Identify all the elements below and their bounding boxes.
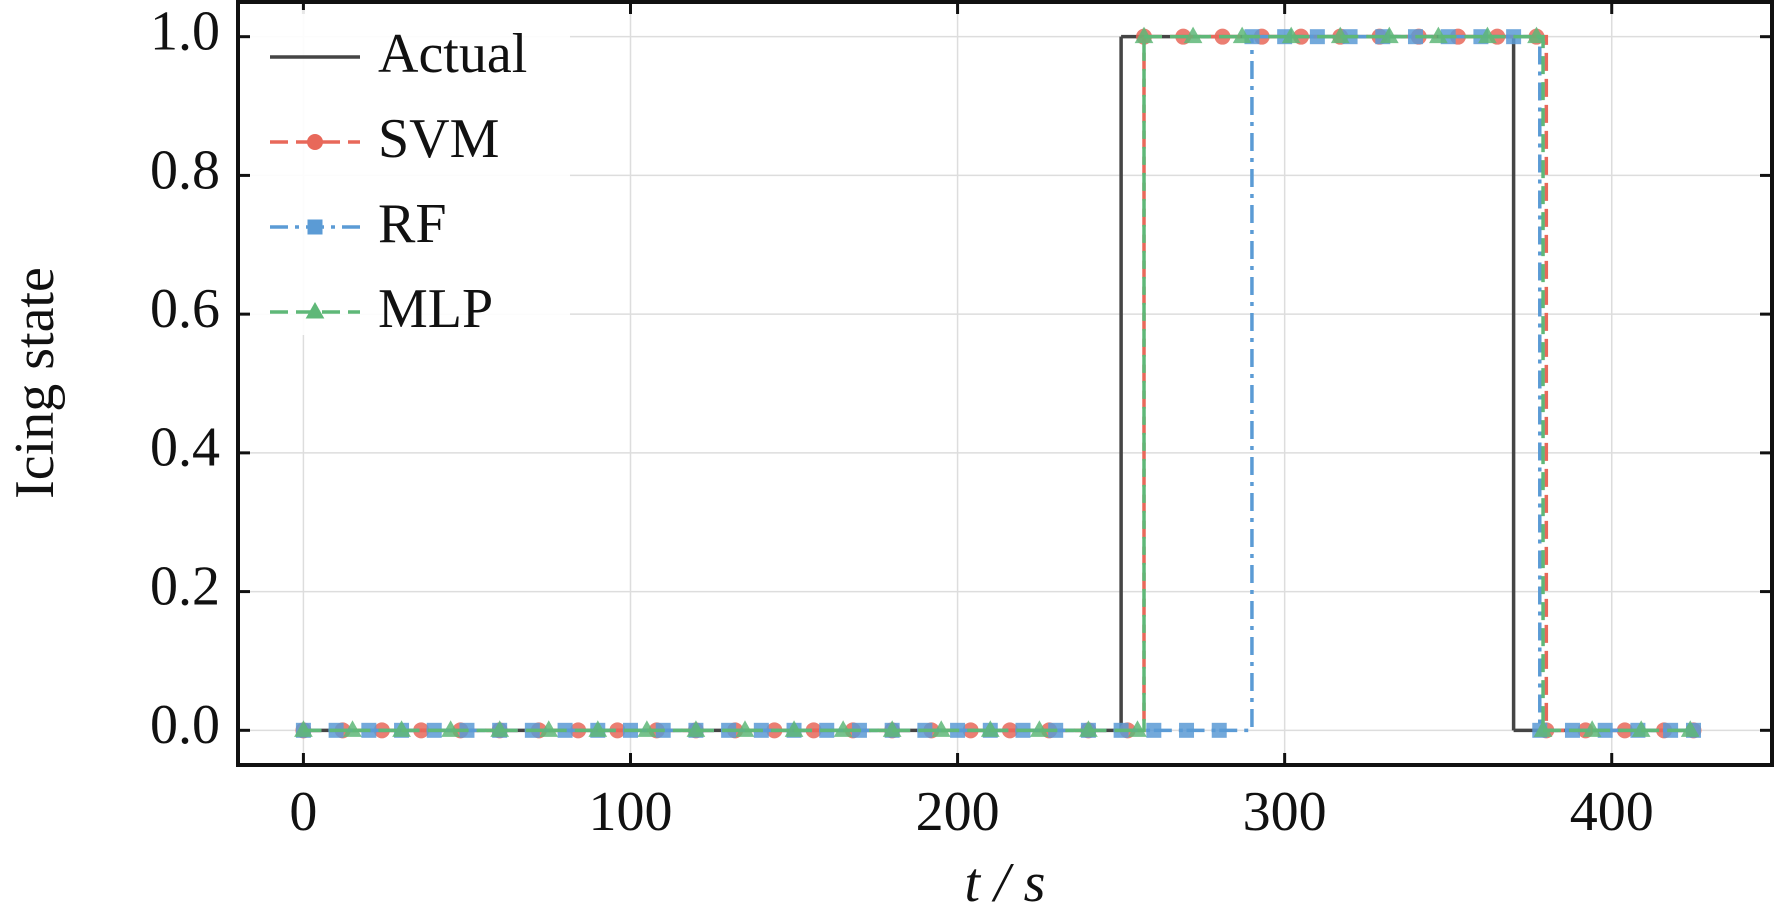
y-tick-label: 0.2 xyxy=(150,555,220,617)
marker xyxy=(1232,26,1252,44)
marker xyxy=(784,720,804,737)
x-tick-label: 100 xyxy=(588,781,672,843)
legend-label: RF xyxy=(378,193,447,255)
x-tick-label: 200 xyxy=(916,781,1000,843)
legend-label: Actual xyxy=(378,23,527,85)
marker xyxy=(294,720,313,737)
step-segment xyxy=(1219,36,1254,733)
marker xyxy=(1330,26,1350,44)
marker xyxy=(833,720,853,737)
marker xyxy=(539,720,559,737)
marker xyxy=(1128,720,1147,737)
legend-label: SVM xyxy=(378,108,499,170)
x-tick-label: 400 xyxy=(1570,781,1654,843)
marker xyxy=(490,720,510,737)
y-axis-label: Icing state xyxy=(4,267,66,499)
marker xyxy=(588,720,608,737)
y-tick-label: 0.6 xyxy=(150,278,220,340)
marker xyxy=(882,720,902,737)
marker xyxy=(1680,720,1700,737)
legend-box xyxy=(250,10,570,335)
marker xyxy=(637,720,657,737)
marker xyxy=(980,720,1000,737)
marker xyxy=(1211,722,1227,738)
marker xyxy=(1281,26,1301,44)
marker xyxy=(1478,26,1497,44)
plot-frame xyxy=(236,0,1774,767)
step-segment xyxy=(1513,34,1542,731)
marker xyxy=(1429,26,1448,44)
y-tick-label: 0.8 xyxy=(150,139,220,201)
marker xyxy=(1079,720,1098,737)
series xyxy=(294,26,1700,737)
x-tick-label: 0 xyxy=(289,781,317,843)
marker xyxy=(1146,722,1162,738)
marker xyxy=(735,720,755,737)
marker xyxy=(307,134,323,150)
x-tick-label: 300 xyxy=(1243,781,1327,843)
step-segment xyxy=(1127,36,1146,733)
y-tick-label: 1.0 xyxy=(150,1,220,63)
marker xyxy=(1134,26,1154,44)
marker xyxy=(307,219,323,235)
marker xyxy=(1582,720,1602,737)
marker xyxy=(305,301,325,319)
marker xyxy=(1631,720,1651,737)
marker xyxy=(1183,26,1203,44)
x-axis-label: t / s xyxy=(965,852,1046,914)
marker xyxy=(343,720,362,737)
y-tick-label: 0.0 xyxy=(150,694,220,756)
marker xyxy=(1533,720,1553,737)
marker xyxy=(686,720,706,737)
marker xyxy=(1379,26,1399,44)
marker xyxy=(392,720,411,737)
legend-label: MLP xyxy=(378,278,493,340)
marker xyxy=(931,720,951,737)
marker xyxy=(1179,722,1195,738)
marker xyxy=(1527,26,1546,44)
marker xyxy=(441,720,460,737)
step-segment xyxy=(1121,34,1516,731)
marker xyxy=(1029,720,1049,737)
legend: Actual SVM RF MLP xyxy=(250,10,570,340)
y-tick-label: 0.4 xyxy=(150,417,220,479)
